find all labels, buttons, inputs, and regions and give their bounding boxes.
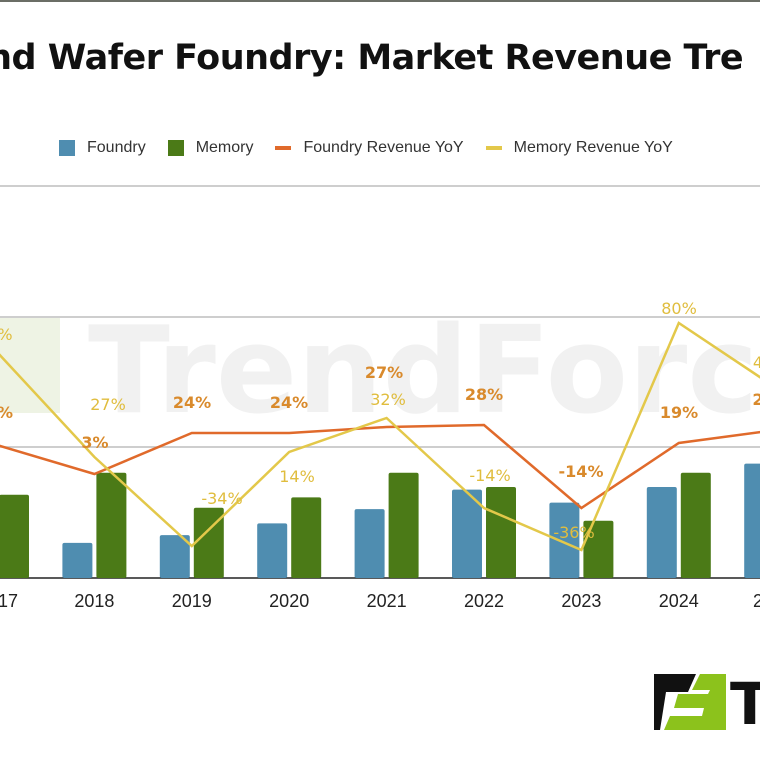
bar-memory-2020 bbox=[291, 497, 322, 578]
label-memory-yoy-2019: -34% bbox=[201, 489, 242, 508]
watermark: TrendForce bbox=[0, 302, 760, 441]
legend-item-foundry: Foundry bbox=[59, 139, 146, 157]
label-foundry-yoy-2024: 19% bbox=[660, 403, 698, 422]
legend-label-foundry: Foundry bbox=[87, 139, 146, 156]
label-memory-yoy-2017: % bbox=[0, 325, 13, 344]
label-memory-yoy-2023: -36% bbox=[553, 523, 594, 542]
x-tick-label-2025: 2 bbox=[753, 591, 760, 611]
bar-foundry-2022 bbox=[452, 489, 482, 578]
legend-swatch-foundry bbox=[59, 140, 75, 156]
legend-label-memory-yoy: Memory Revenue YoY bbox=[513, 139, 673, 156]
legend-item-foundry-yoy: Foundry Revenue YoY bbox=[275, 139, 464, 157]
label-foundry-yoy-2020: 24% bbox=[270, 393, 308, 412]
x-tick-label-2019: 2019 bbox=[172, 591, 212, 611]
bar-memory-2017 bbox=[0, 494, 29, 578]
bar-foundry-2021 bbox=[354, 509, 385, 578]
bar-memory-2022 bbox=[486, 487, 516, 578]
legend: Foundry Memory Foundry Revenue YoY Memor… bbox=[59, 139, 695, 157]
bar-foundry-2025 bbox=[744, 463, 760, 578]
bar-foundry-2020 bbox=[257, 523, 288, 578]
x-axis: 17 2018 2019 2020 2021 2022 2023 2024 2 bbox=[0, 591, 760, 611]
line-foundry-yoy bbox=[0, 423, 760, 510]
legend-swatch-foundry-yoy bbox=[275, 146, 292, 150]
bar-foundry-2019 bbox=[159, 535, 190, 578]
x-tick-label-2020: 2020 bbox=[269, 591, 309, 611]
bar-foundry-2018 bbox=[62, 542, 93, 578]
legend-label-memory: Memory bbox=[195, 139, 254, 156]
x-tick-label-2017: 17 bbox=[0, 591, 18, 611]
label-memory-yoy-2018: 27% bbox=[90, 395, 126, 414]
bar-memory-2024 bbox=[680, 472, 711, 578]
bar-memory-2018 bbox=[96, 472, 127, 578]
label-foundry-yoy-2023: -14% bbox=[559, 462, 604, 481]
line-memory-yoy bbox=[0, 321, 760, 552]
legend-swatch-memory-yoy bbox=[485, 146, 502, 150]
trendforce-logo: T bbox=[652, 670, 760, 738]
label-foundry-yoy-2022: 28% bbox=[465, 385, 503, 404]
label-foundry-yoy-2017: % bbox=[0, 403, 13, 422]
legend-swatch-memory bbox=[167, 140, 184, 156]
data-labels: % 3% 24% 24% 27% 28% -14% 19% 2% 27% -34% 14% 32% -14… bbox=[0, 299, 760, 542]
bar-foundry-2024 bbox=[646, 487, 677, 578]
x-tick-label-2024: 2024 bbox=[659, 591, 699, 611]
bars bbox=[0, 463, 760, 578]
legend-item-memory: Memory bbox=[167, 139, 254, 157]
label-memory-yoy-2022: -14% bbox=[469, 466, 510, 485]
legend-label-foundry-yoy: Foundry Revenue YoY bbox=[303, 139, 464, 156]
bar-foundry-2023 bbox=[549, 502, 580, 578]
x-tick-label-2018: 2018 bbox=[74, 591, 114, 611]
x-tick-label-2021: 2021 bbox=[367, 591, 407, 611]
lines bbox=[0, 321, 760, 552]
label-foundry-yoy-2019: 24% bbox=[173, 393, 211, 412]
label-memory-yoy-2024: 80% bbox=[661, 299, 697, 318]
label-foundry-yoy-2021: 27% bbox=[365, 363, 403, 382]
legend-item-memory-yoy: Memory Revenue YoY bbox=[485, 139, 673, 157]
x-tick-label-2023: 2023 bbox=[561, 591, 601, 611]
trendforce-logo-icon: T bbox=[654, 670, 760, 738]
bar-memory-2019 bbox=[193, 507, 224, 578]
label-memory-yoy-2021: 32% bbox=[370, 390, 406, 409]
label-memory-yoy-2020: 14% bbox=[279, 467, 315, 486]
x-tick-label-2022: 2022 bbox=[464, 591, 504, 611]
top-border bbox=[0, 0, 760, 2]
label-memory-yoy-2025: 4 bbox=[753, 353, 760, 372]
label-foundry-yoy-2018: 3% bbox=[81, 433, 108, 452]
label-foundry-yoy-2025: 2 bbox=[752, 390, 760, 409]
bar-memory-2021 bbox=[388, 472, 419, 578]
bar-memory-2023 bbox=[583, 520, 614, 578]
chart-title: and Wafer Foundry: Market Revenue Tre bbox=[0, 38, 744, 78]
logo-text: T bbox=[730, 670, 760, 732]
watermark-text: TrendForce bbox=[88, 302, 760, 441]
